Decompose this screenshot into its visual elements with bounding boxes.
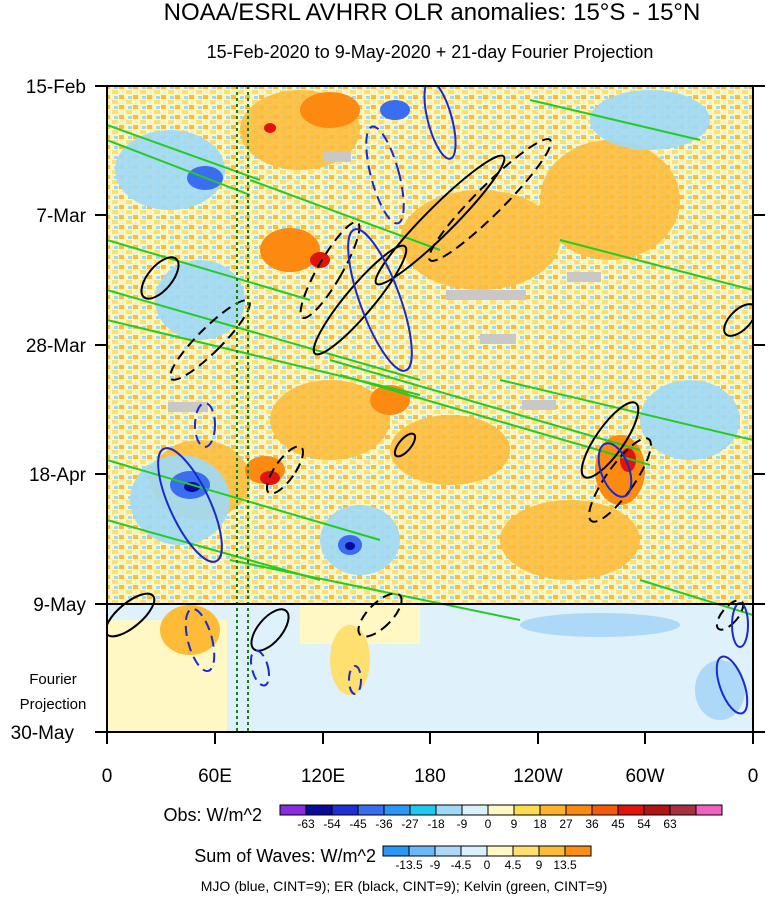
colorbar-tick-label: -18 [427, 817, 445, 831]
colorbar-tick-label: -9 [457, 817, 468, 831]
waves-colorbar-ticks: -13.5 -9 -4.5 0 4.5 9 13.5 [395, 858, 577, 872]
colorbar-tick-label: 9 [511, 817, 518, 831]
colorbar-swatch [461, 804, 489, 816]
projection-label-line1: Fourier [29, 671, 77, 688]
colorbar-tick-label: 63 [663, 817, 677, 831]
colorbar-swatch [643, 804, 671, 816]
colorbar-tick-label: 36 [585, 817, 599, 831]
projection-field [107, 604, 753, 732]
obs-legend-label: Obs: W/m^2 [164, 805, 262, 825]
colorbar-swatch [279, 804, 307, 816]
colorbar-tick-label: -9 [430, 858, 441, 872]
colorbar-tick-label: 54 [637, 817, 651, 831]
colorbar-tick-label: 9 [536, 858, 543, 872]
x-axis-labels: 0 60E 120E 180 120W 60W 0 [102, 766, 759, 787]
colorbar-swatch [695, 804, 723, 816]
x-tick-label: 120E [301, 766, 345, 787]
footnote: MJO (blue, CINT=9); ER (black, CINT=9); … [201, 878, 608, 894]
colorbar-swatch [539, 804, 567, 816]
x-tick-label: 180 [414, 766, 446, 787]
colorbar-swatch [565, 804, 593, 816]
colorbar-swatch [487, 804, 515, 816]
colorbar-swatch [305, 804, 333, 816]
x-tick-label: 0 [748, 766, 759, 787]
y-tick-label: 15-Feb [26, 77, 86, 98]
colorbar-swatch [564, 845, 592, 857]
colorbar-tick-label: 4.5 [505, 858, 522, 872]
colorbar-tick-label: -4.5 [451, 858, 472, 872]
colorbar-swatch [512, 845, 540, 857]
colorbar-tick-label: -27 [401, 817, 419, 831]
chart-subtitle: 15-Feb-2020 to 9-May-2020 + 21-day Fouri… [207, 42, 654, 62]
colorbar-swatch [460, 845, 488, 857]
x-tick-label: 120W [513, 766, 563, 787]
colorbar-swatch [434, 845, 462, 857]
wave-contours [107, 86, 753, 715]
y-tick-label: 9-May [33, 595, 86, 616]
colorbar-tick-label: -36 [375, 817, 393, 831]
colorbar-swatch [357, 804, 385, 816]
observed-anomaly-field [107, 86, 753, 604]
colorbar-tick-label: -54 [323, 817, 341, 831]
y-tick-label: 7-Mar [36, 206, 86, 227]
colorbar-swatch [331, 804, 359, 816]
obs-colorbar-ticks: -63 -54 -45 -36 -27 -18 -9 0 9 18 27 36 45 54 63 [297, 817, 677, 831]
x-tick-label: 60W [625, 766, 664, 787]
y-tick-label: 28-Mar [26, 336, 87, 357]
colorbar-tick-label: 13.5 [553, 858, 577, 872]
colorbar-tick-label: 45 [611, 817, 625, 831]
colorbar-tick-label: 18 [533, 817, 547, 831]
colorbar-swatch [408, 845, 436, 857]
colorbar-swatch [383, 804, 411, 816]
colorbar-swatch [669, 804, 697, 816]
colorbar-swatch [617, 804, 645, 816]
waves-colorbar [382, 845, 592, 857]
colorbar-swatch [409, 804, 437, 816]
axis-ticks [95, 85, 765, 744]
colorbar-tick-label: -63 [297, 817, 315, 831]
obs-colorbar [279, 804, 723, 816]
colorbar-swatch [382, 845, 410, 857]
colorbar-tick-label: -13.5 [395, 858, 423, 872]
colorbar-tick-label: -45 [349, 817, 367, 831]
y-tick-label: 18-Apr [29, 465, 87, 486]
y-tick-label: 30-May [11, 723, 75, 744]
colorbar-swatch [538, 845, 566, 857]
projection-label-line2: Projection [20, 696, 87, 713]
colorbar-swatch [486, 845, 514, 857]
colorbar-tick-label: 27 [559, 817, 573, 831]
x-tick-label: 0 [102, 766, 113, 787]
y-axis-labels: 15-Feb 7-Mar 28-Mar 18-Apr 9-May 30-May [11, 77, 87, 744]
colorbar-swatch [435, 804, 463, 816]
chart-title: NOAA/ESRL AVHRR OLR anomalies: 15°S - 15… [164, 0, 701, 26]
x-tick-label: 60E [198, 766, 232, 787]
colorbar-tick-label: 0 [484, 858, 491, 872]
colorbar-tick-label: 0 [485, 817, 492, 831]
colorbar-swatch [513, 804, 541, 816]
colorbar-swatch [591, 804, 619, 816]
waves-legend-label: Sum of Waves: W/m^2 [194, 846, 376, 866]
